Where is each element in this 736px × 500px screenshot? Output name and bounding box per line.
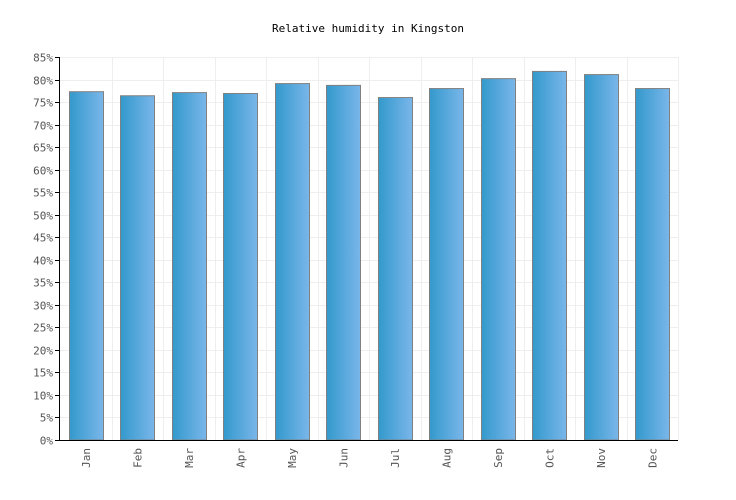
y-tick-label: 40% xyxy=(33,255,53,268)
bar-sep xyxy=(481,78,516,441)
y-tick-label: 30% xyxy=(33,300,53,313)
y-tick-label: 0% xyxy=(40,435,54,448)
y-tick-label: 35% xyxy=(33,277,53,290)
y-axis-ticks: 0% 5% 10% 15% 20% 25% 30% 35% 40% 45% 50% 55% 60% 65%… xyxy=(33,52,60,448)
x-tick-label: Sep xyxy=(492,448,505,468)
bar-nov xyxy=(584,74,619,441)
bars xyxy=(69,70,670,441)
x-tick-label: Apr xyxy=(234,448,247,468)
bar-mar xyxy=(172,92,207,441)
x-tick-label: May xyxy=(286,448,299,468)
y-tick-label: 10% xyxy=(33,390,53,403)
y-tick-label: 50% xyxy=(33,210,53,223)
bar-feb xyxy=(120,95,155,441)
x-tick-label: Jan xyxy=(80,448,93,468)
bar-apr xyxy=(223,92,258,441)
x-tick-label: Nov xyxy=(595,448,608,468)
x-tick-label: Jun xyxy=(337,448,350,468)
y-tick-label: 65% xyxy=(33,142,53,155)
bar-aug xyxy=(429,88,464,441)
y-tick-label: 80% xyxy=(33,75,53,88)
y-tick-label: 55% xyxy=(33,187,53,200)
chart-title: Relative humidity in Kingston xyxy=(271,22,465,35)
bar-jun xyxy=(326,84,361,441)
y-tick-label: 5% xyxy=(40,412,54,425)
y-tick-label: 15% xyxy=(33,367,53,380)
x-tick-label: Dec xyxy=(646,448,659,468)
x-tick-label: Mar xyxy=(183,448,196,468)
x-axis-ticks: Jan Feb Mar Apr May Jun Jul Aug Sep Oct Nov Dec xyxy=(80,448,660,468)
x-tick-label: Oct xyxy=(543,448,556,468)
bar-jul xyxy=(378,97,413,441)
y-tick-label: 85% xyxy=(33,52,53,65)
x-tick-label: Jul xyxy=(389,448,402,468)
y-tick-label: 45% xyxy=(33,232,53,245)
y-tick-label: 75% xyxy=(33,97,53,110)
y-tick-label: 60% xyxy=(33,165,53,178)
bar-oct xyxy=(532,70,567,441)
bar-jan xyxy=(69,91,104,441)
bar-dec xyxy=(635,88,670,441)
y-tick-label: 20% xyxy=(33,345,53,358)
x-tick-label: Feb xyxy=(131,448,144,468)
y-tick-label: 25% xyxy=(33,322,53,335)
x-tick-label: Aug xyxy=(440,448,453,468)
bar-may xyxy=(275,83,310,441)
y-tick-label: 70% xyxy=(33,120,53,133)
